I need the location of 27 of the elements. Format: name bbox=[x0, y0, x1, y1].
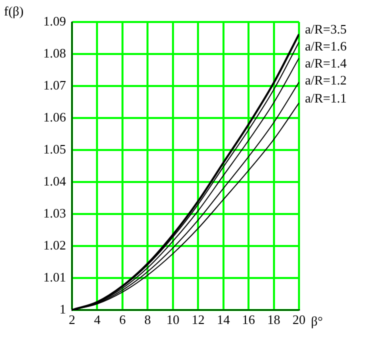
x-tick-label: 20 bbox=[292, 312, 306, 328]
y-tick-label: 1.07 bbox=[43, 77, 66, 92]
series-label: a/R=1.4 bbox=[305, 56, 348, 71]
x-tick-label: 10 bbox=[166, 312, 180, 328]
x-tick-label: 12 bbox=[192, 312, 205, 328]
y-axis-title: f(β) bbox=[4, 3, 24, 18]
y-tick-label: 1.02 bbox=[43, 237, 66, 252]
y-tick-label: 1 bbox=[60, 301, 66, 316]
x-tick-label: 2 bbox=[68, 312, 76, 328]
series-label: a/R=1.2 bbox=[305, 72, 347, 88]
series-label: a/R=1.6 bbox=[305, 38, 348, 54]
series-label: a/R=1.1 bbox=[305, 90, 347, 106]
x-tick-label: 18 bbox=[267, 312, 280, 328]
y-tick-label: 1.09 bbox=[43, 13, 66, 28]
x-tick-label: 6 bbox=[119, 312, 126, 328]
x-tick-label: 8 bbox=[144, 312, 151, 328]
x-tick-label: 4 bbox=[94, 312, 101, 328]
y-tick-label: 1.06 bbox=[43, 109, 66, 124]
y-tick-label: 1.08 bbox=[43, 45, 66, 60]
series-label: a/R=3.5 bbox=[305, 22, 347, 37]
x-tick-label: 14 bbox=[216, 312, 230, 328]
y-tick-label: 1.01 bbox=[43, 269, 66, 284]
y-tick-label: 1.05 bbox=[43, 141, 66, 156]
x-tick-label: 16 bbox=[242, 312, 256, 328]
y-tick-label: 1.03 bbox=[43, 205, 66, 220]
y-tick-label: 1.04 bbox=[43, 173, 66, 188]
x-axis-title: β° bbox=[311, 313, 323, 328]
